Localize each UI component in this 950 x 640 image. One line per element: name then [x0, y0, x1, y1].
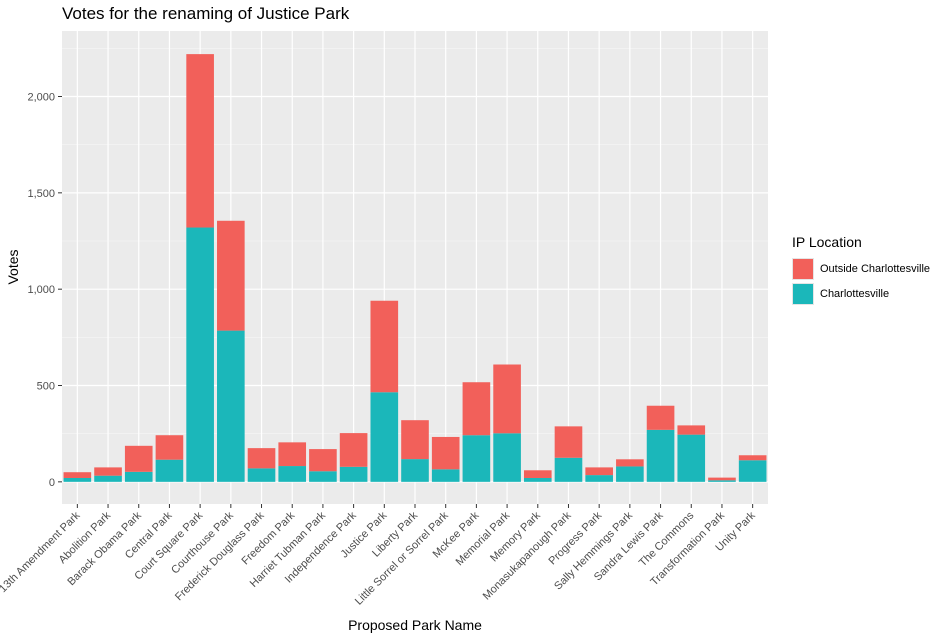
- bar-charlottesville: [309, 471, 337, 482]
- bar-outside-charlottesville: [124, 445, 153, 472]
- bar-outside-charlottesville: [708, 477, 736, 481]
- bar-outside-charlottesville: [462, 382, 491, 436]
- bar-outside-charlottesville: [493, 364, 521, 434]
- bar-charlottesville: [431, 469, 460, 482]
- bar-outside-charlottesville: [217, 220, 245, 331]
- bars: [63, 54, 767, 482]
- bar-outside-charlottesville: [278, 442, 307, 467]
- y-tick-label: 2,000: [27, 92, 55, 104]
- bar-outside-charlottesville: [401, 420, 429, 460]
- bar-outside-charlottesville: [370, 300, 399, 393]
- bar-charlottesville: [63, 477, 92, 482]
- x-tick-label: Progress Park: [547, 509, 605, 567]
- bar-outside-charlottesville: [155, 435, 184, 460]
- bar-outside-charlottesville: [554, 426, 583, 458]
- y-tick-label: 1,500: [27, 188, 55, 200]
- bar-charlottesville: [646, 429, 675, 482]
- bar-charlottesville: [124, 471, 153, 482]
- bar-charlottesville: [247, 468, 276, 482]
- x-tick-label: Memorial Park: [454, 509, 513, 568]
- y-tick-label: 500: [37, 381, 55, 393]
- legend-label-outside: Outside Charlottesville: [820, 263, 931, 275]
- bar-outside-charlottesville: [616, 459, 644, 467]
- bar-outside-charlottesville: [523, 470, 552, 478]
- bar-charlottesville: [401, 459, 429, 482]
- bar-outside-charlottesville: [738, 455, 767, 461]
- bar-charlottesville: [708, 480, 736, 482]
- bar-outside-charlottesville: [646, 405, 675, 430]
- legend-title: IP Location: [792, 234, 862, 250]
- y-axis-title: Votes: [5, 249, 21, 284]
- bar-charlottesville: [217, 330, 245, 482]
- bar-outside-charlottesville: [186, 54, 214, 228]
- legend-item-charlottesville: Charlottesville: [792, 282, 930, 306]
- bar-charlottesville: [554, 457, 583, 482]
- bar-charlottesville: [278, 466, 307, 482]
- legend-key-outside: [792, 258, 814, 280]
- x-axis-title: Proposed Park Name: [348, 617, 482, 633]
- y-axis: 0 500 1,000 1,500 2,000: [27, 92, 62, 489]
- y-tick-label: 1,000: [27, 284, 55, 296]
- bar-charlottesville: [493, 433, 521, 482]
- bar-outside-charlottesville: [585, 467, 613, 476]
- chart-title: Votes for the renaming of Justice Park: [62, 4, 350, 23]
- bar-charlottesville: [462, 435, 491, 482]
- bar-charlottesville: [155, 459, 184, 482]
- bar-charlottesville: [523, 477, 552, 482]
- bar-charlottesville: [738, 460, 767, 482]
- y-tick-label: 0: [49, 477, 55, 489]
- bar-charlottesville: [370, 392, 399, 482]
- legend-key-charlottesville: [792, 283, 814, 305]
- bar-outside-charlottesville: [94, 467, 122, 476]
- bar-charlottesville: [186, 227, 214, 482]
- legend-item-outside: Outside Charlottesville: [792, 257, 930, 281]
- x-tick-label: Freedom Park: [240, 509, 298, 567]
- bar-charlottesville: [94, 475, 122, 482]
- bar-charlottesville: [339, 466, 368, 482]
- bar-outside-charlottesville: [431, 436, 460, 470]
- bar-outside-charlottesville: [309, 449, 337, 472]
- bar-outside-charlottesville: [63, 472, 92, 478]
- bar-charlottesville: [616, 466, 644, 482]
- bar-outside-charlottesville: [247, 448, 276, 469]
- legend-label-charlottesville: Charlottesville: [820, 288, 890, 300]
- legend: IP Location Outside Charlottesville Char…: [792, 234, 930, 307]
- bar-outside-charlottesville: [339, 433, 368, 467]
- bar-outside-charlottesville: [677, 425, 706, 435]
- bar-charlottesville: [677, 434, 706, 482]
- bar-charlottesville: [585, 475, 613, 482]
